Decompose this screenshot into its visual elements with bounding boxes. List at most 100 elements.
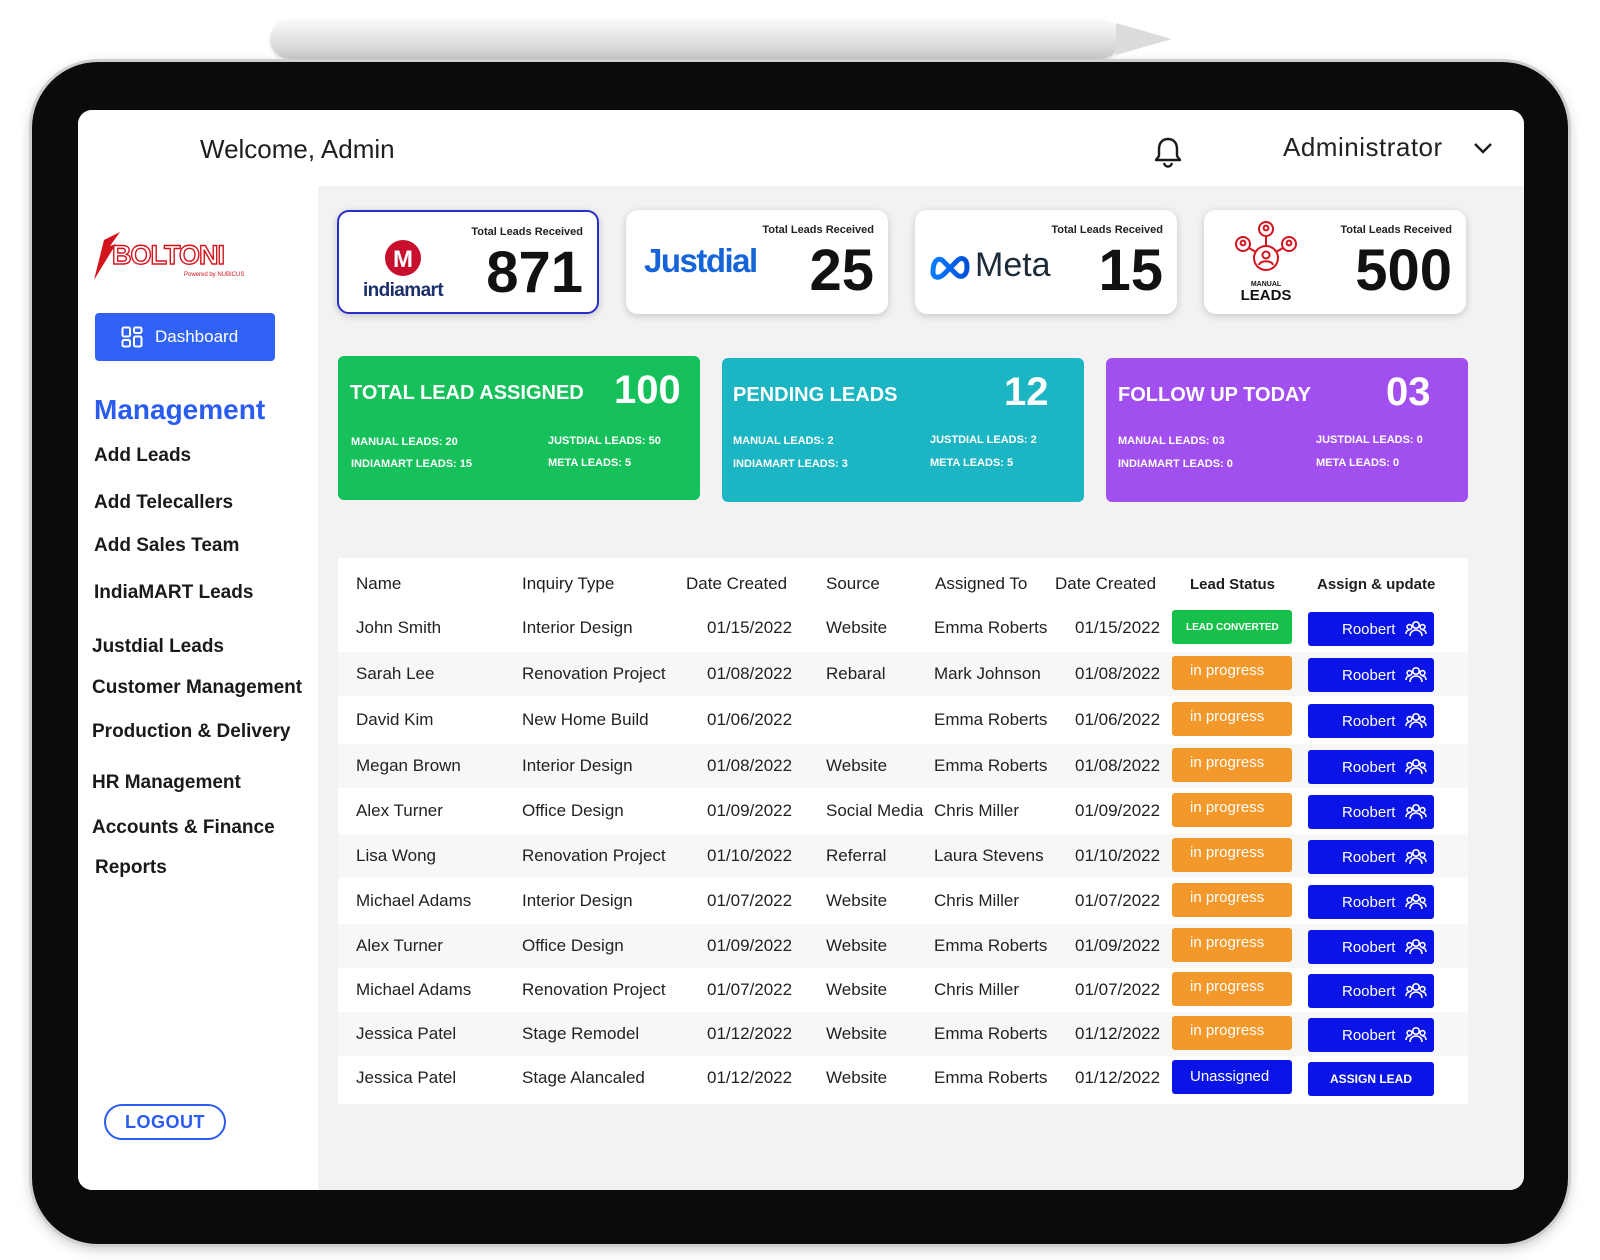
total-lead-assigned-card[interactable]: TOTAL LEAD ASSIGNED 100 MANUAL LEADS: 20… xyxy=(338,356,700,500)
cell-date-created-2: 01/15/2022 xyxy=(1075,618,1161,637)
team-icon xyxy=(1405,848,1428,865)
nav-production-delivery[interactable]: Production & Delivery xyxy=(92,721,291,742)
lead-status-badge[interactable]: in progress xyxy=(1172,972,1292,1006)
pending-leads-card[interactable]: PENDING LEADS 12 MANUAL LEADS: 2 JUSTDIA… xyxy=(722,358,1084,502)
stat-detail: INDIAMART LEADS: 0 xyxy=(1118,458,1233,470)
nav-accounts-finance[interactable]: Accounts & Finance xyxy=(92,817,275,838)
team-icon xyxy=(1405,803,1428,820)
table-row[interactable]: Megan Brown Interior Design 01/08/2022 Webs… xyxy=(338,744,1468,788)
user-menu-label[interactable]: Administrator xyxy=(1283,132,1443,162)
cell-source: Website xyxy=(826,936,888,955)
cell-inquiry-type: Office Design xyxy=(522,801,624,820)
cell-name: Lisa Wong xyxy=(356,846,437,865)
column-header[interactable]: Date Created xyxy=(1055,574,1157,593)
cell-date-created: 01/07/2022 xyxy=(707,891,793,910)
justdial-card[interactable]: Justdial Total Leads Received 25 xyxy=(626,210,888,314)
team-icon xyxy=(1405,666,1428,683)
table-row[interactable]: Jessica Patel Stage Alancaled 01/12/2022 We… xyxy=(338,1056,1468,1100)
lead-status-badge[interactable]: Unassigned xyxy=(1172,1060,1292,1094)
table-row[interactable]: Alex Turner Office Design 01/09/2022 Social… xyxy=(338,789,1468,833)
management-heading: Management xyxy=(94,394,266,425)
cell-date-created-2: 01/10/2022 xyxy=(1075,846,1161,865)
assign-update-button[interactable]: Roobert xyxy=(1308,750,1434,784)
column-header[interactable]: Lead Status xyxy=(1190,576,1276,593)
cell-assigned-to: Emma Roberts xyxy=(934,618,1048,637)
nav-add-telecallers[interactable]: Add Telecallers xyxy=(94,492,234,513)
assign-button-label: Roobert xyxy=(1342,848,1396,866)
nav-reports[interactable]: Reports xyxy=(95,857,167,878)
assign-update-button[interactable]: Roobert xyxy=(1308,704,1434,738)
manual-leads-logo: MANUAL LEADS xyxy=(1228,220,1304,306)
nav-indiamart-leads[interactable]: IndiaMART Leads xyxy=(94,582,254,603)
stat-detail: JUSTDIAL LEADS: 2 xyxy=(930,434,1037,446)
column-header[interactable]: Date Created xyxy=(686,574,788,593)
lead-status-badge[interactable]: in progress xyxy=(1172,656,1292,690)
cell-assigned-to: Laura Stevens xyxy=(934,846,1044,865)
assign-lead-button[interactable]: ASSIGN LEAD xyxy=(1308,1062,1434,1096)
assign-update-button[interactable]: Roobert xyxy=(1308,795,1434,829)
nav-add-sales-team[interactable]: Add Sales Team xyxy=(94,535,240,556)
manual-leads-card[interactable]: MANUAL LEADS Total Leads Received 500 xyxy=(1204,210,1466,314)
assign-update-button[interactable]: Roobert xyxy=(1308,1018,1434,1052)
dashboard-label: Dashboard xyxy=(155,327,239,346)
assign-update-button[interactable]: Roobert xyxy=(1308,885,1434,919)
stat-value: 12 xyxy=(1004,370,1049,414)
column-header[interactable]: Name xyxy=(356,574,402,593)
assign-update-button[interactable]: Roobert xyxy=(1308,930,1434,964)
team-icon xyxy=(1405,938,1428,955)
lead-status-badge[interactable]: LEAD CONVERTED xyxy=(1172,610,1292,644)
indiamart-card-label: Total Leads Received xyxy=(471,226,583,238)
table-row[interactable]: Jessica Patel Stage Remodel 01/12/2022 Webs… xyxy=(338,1012,1468,1056)
table-row[interactable]: Michael Adams Interior Design 01/07/2022 We… xyxy=(338,879,1468,923)
meta-card[interactable]: Meta Total Leads Received 15 xyxy=(915,210,1177,314)
stat-detail: META LEADS: 0 xyxy=(1316,457,1400,469)
column-header[interactable]: Assigned To xyxy=(935,574,1028,593)
nav-justdial-leads[interactable]: Justdial Leads xyxy=(92,636,224,657)
assign-update-button[interactable]: Roobert xyxy=(1308,658,1434,692)
assign-button-label: Roobert xyxy=(1342,938,1396,956)
chevron-down-icon[interactable] xyxy=(1472,140,1494,156)
stat-detail: MANUAL LEADS: 20 xyxy=(351,436,458,448)
follow-up-today-card[interactable]: FOLLOW UP TODAY 03 MANUAL LEADS: 03 JUST… xyxy=(1106,358,1468,502)
cell-name: John Smith xyxy=(356,618,442,637)
logout-button[interactable]: LOGOUT xyxy=(104,1104,226,1140)
meta-logo-icon xyxy=(930,255,970,280)
lead-status-badge[interactable]: in progress xyxy=(1172,883,1292,917)
team-icon xyxy=(1405,982,1428,999)
stat-detail: META LEADS: 5 xyxy=(930,457,1014,469)
cell-date-created: 01/12/2022 xyxy=(707,1068,793,1087)
justdial-brand-text: Justdial xyxy=(644,242,758,279)
nav-add-leads[interactable]: Add Leads xyxy=(94,445,192,466)
table-row[interactable]: John Smith Interior Design 01/15/2022 Websi… xyxy=(338,606,1468,650)
lead-status-badge[interactable]: in progress xyxy=(1172,702,1292,736)
assign-update-button[interactable]: Roobert xyxy=(1308,974,1434,1008)
lead-status-badge[interactable]: in progress xyxy=(1172,748,1292,782)
nav-customer-management[interactable]: Customer Management xyxy=(92,677,303,698)
table-row[interactable]: David Kim New Home Build 01/06/2022 Emma Ro… xyxy=(338,698,1468,742)
brand-logo[interactable]: BOLTONI Powered by NUBICUS xyxy=(90,230,250,286)
leads-table: Name Inquiry Type Date Created Source As… xyxy=(338,558,1468,1104)
dashboard-button[interactable]: Dashboard xyxy=(95,313,275,361)
bell-icon[interactable] xyxy=(1150,134,1186,170)
app-screen: Welcome, Admin Administrator BOLTONI Pow… xyxy=(78,110,1524,1190)
cell-source: Referral xyxy=(826,846,887,865)
assign-update-button[interactable]: Roobert xyxy=(1308,840,1434,874)
meta-card-label: Total Leads Received xyxy=(1051,224,1163,236)
column-header[interactable]: Source xyxy=(826,574,880,593)
lead-status-badge[interactable]: in progress xyxy=(1172,838,1292,872)
lead-status-badge[interactable]: in progress xyxy=(1172,1016,1292,1050)
team-icon xyxy=(1405,893,1428,910)
cell-inquiry-type: Renovation Project xyxy=(522,664,666,683)
lead-status-badge[interactable]: in progress xyxy=(1172,928,1292,962)
nav-hr-management[interactable]: HR Management xyxy=(92,772,241,793)
indiamart-card[interactable]: M indiamart Total Leads Received 871 xyxy=(337,210,599,314)
column-header[interactable]: Assign & update xyxy=(1317,576,1436,593)
table-row[interactable]: Sarah Lee Renovation Project 01/08/2022 Reb… xyxy=(338,652,1468,696)
lead-status-badge[interactable]: in progress xyxy=(1172,793,1292,827)
manual-card-label: Total Leads Received xyxy=(1340,224,1452,236)
column-header[interactable]: Inquiry Type xyxy=(522,574,615,593)
table-row[interactable]: Michael Adams Renovation Project 01/07/202… xyxy=(338,968,1468,1012)
table-row[interactable]: Alex Turner Office Design 01/09/2022 Websit… xyxy=(338,924,1468,968)
assign-update-button[interactable]: Roobert xyxy=(1308,612,1434,646)
table-row[interactable]: Lisa Wong Renovation Project 01/10/2022 Ref… xyxy=(338,834,1468,878)
